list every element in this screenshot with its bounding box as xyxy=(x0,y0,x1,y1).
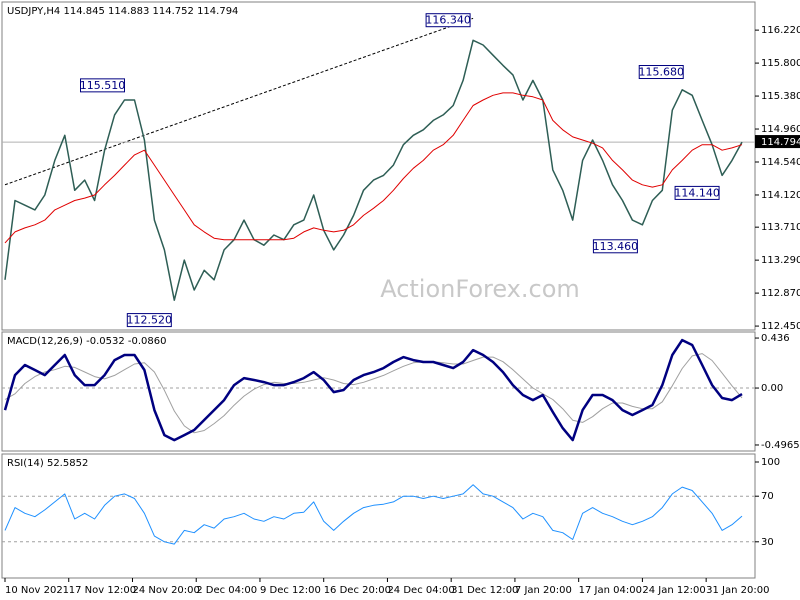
x-tick-label: 2 Dec 04:00 xyxy=(196,585,257,596)
annotation-label: 116.340 xyxy=(425,14,471,27)
panel-title: RSI(14) 52.5852 xyxy=(7,458,88,469)
annotation-label: 113.460 xyxy=(593,240,639,253)
x-tick-label: 17 Nov 12:00 xyxy=(69,585,136,596)
series-line xyxy=(4,484,743,545)
y-tick-label: 114.960 xyxy=(761,124,800,135)
annotation-box xyxy=(592,239,638,254)
series-line xyxy=(4,353,743,434)
y-tick-label: 114.120 xyxy=(761,190,800,201)
annotation-box xyxy=(80,78,126,93)
last-price-label: 114.794 xyxy=(761,137,800,148)
y-tick-label: 0.00 xyxy=(761,383,783,394)
annotation-label: 112.520 xyxy=(127,314,173,327)
panel-frame xyxy=(1,453,756,579)
y-tick-label: 115.380 xyxy=(761,91,800,102)
y-tick-label: 70 xyxy=(761,491,774,502)
x-tick-label: 17 Jan 04:00 xyxy=(579,585,642,596)
trend-line xyxy=(4,17,474,186)
x-tick-label: 24 Nov 20:00 xyxy=(132,585,199,596)
x-tick-label: 24 Dec 04:00 xyxy=(387,585,454,596)
y-tick-label: 116.220 xyxy=(761,25,800,36)
series-line xyxy=(4,92,743,244)
x-tick-label: 10 Nov 2021 xyxy=(5,585,69,596)
panel-title: USDJPY,H4 114.845 114.883 114.752 114.79… xyxy=(7,6,238,17)
annotation-label: 115.680 xyxy=(638,66,684,79)
y-tick-label: 0.436 xyxy=(761,333,790,344)
x-tick-label: 31 Jan 20:00 xyxy=(706,585,769,596)
y-tick-label: 114.540 xyxy=(761,157,800,168)
x-tick-label: 7 Jan 20:00 xyxy=(515,585,572,596)
x-tick-label: 16 Dec 20:00 xyxy=(324,585,391,596)
x-tick-label: 24 Jan 12:00 xyxy=(642,585,705,596)
annotation-label: 115.510 xyxy=(80,79,126,92)
annotation-label: 114.140 xyxy=(674,186,720,199)
y-tick-label: 113.710 xyxy=(761,222,800,233)
y-tick-label: 113.290 xyxy=(761,255,800,266)
panel-title: MACD(12,26,9) -0.0532 -0.0860 xyxy=(7,336,167,347)
series-line xyxy=(3,338,743,442)
x-tick-label: 31 Dec 12:00 xyxy=(451,585,518,596)
annotation-box xyxy=(126,313,172,328)
annotation-box xyxy=(425,13,471,28)
watermark: ActionForex.com xyxy=(380,275,580,303)
y-tick-label: -0.4965 xyxy=(761,440,800,451)
annotation-box xyxy=(638,65,684,80)
annotation-box xyxy=(674,185,720,200)
y-tick-label: 115.800 xyxy=(761,58,800,69)
panel-frame xyxy=(1,331,756,452)
x-tick-label: 9 Dec 12:00 xyxy=(260,585,321,596)
y-tick-label: 112.450 xyxy=(761,321,800,332)
panel-frame xyxy=(1,1,756,331)
y-tick-label: 112.870 xyxy=(761,288,800,299)
y-tick-label: 30 xyxy=(761,537,774,548)
last-price-box xyxy=(755,135,800,149)
series-line xyxy=(4,39,743,301)
y-tick-label: 100 xyxy=(761,457,780,468)
